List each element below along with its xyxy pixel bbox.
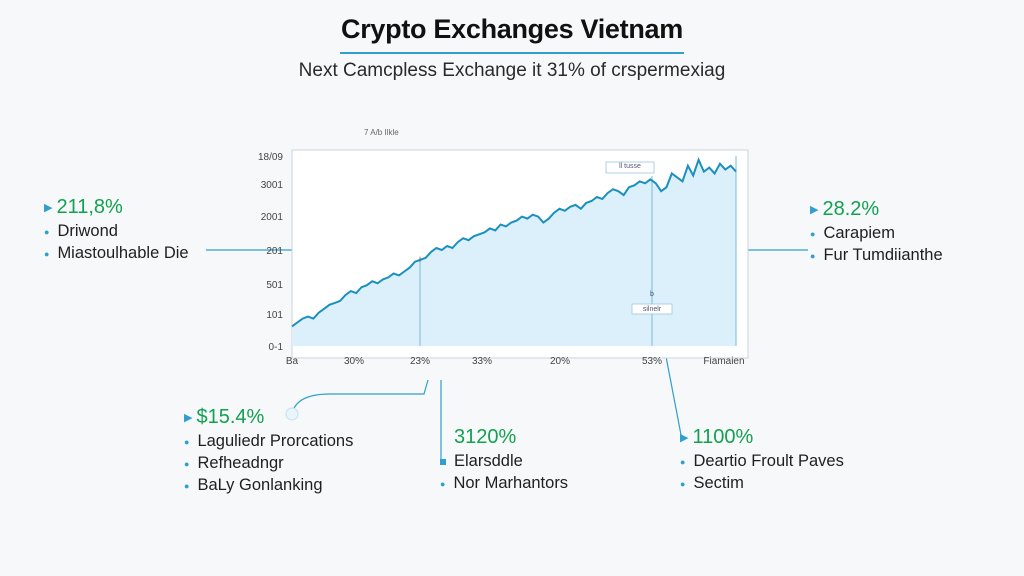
callout-right-top: ▶ 28.2% ● Carapiem ● Fur Tumdiianthe [810,198,943,265]
bullet-icon: ● [184,458,190,469]
y-tick-label: 0-1 [269,342,284,353]
triangle-right-icon: ▶ [184,412,193,425]
callout-bottom-right: ▶ 1100% ● Deartio Froult Paves ● Sectim [680,426,844,493]
x-tick-label: 23% [410,356,430,367]
series-line [291,157,737,328]
callout-item: Miastoulhable Die [57,244,189,262]
y-tick-label: 18/09 [258,152,283,163]
page-subtitle: Next Camcpless Exchange it 31% of crsper… [298,60,726,81]
annotation-label: ll tusse [619,163,641,170]
bullet-icon: ● [810,228,816,239]
annotation-label: l [419,257,421,264]
callout-item: Deartio Froult Paves [693,452,844,470]
callout-item: Sectim [693,474,744,492]
callout-percent: $15.4% [196,406,265,428]
callout-bottom-mid: 3120% Elarsddle ● Nor Marhantors [440,426,568,493]
callout-percent: 3120% [454,426,517,448]
triangle-right-icon: ▶ [680,432,689,445]
annotation-label: b [650,291,654,298]
series-area [292,159,736,346]
connector-node [285,407,299,421]
y-tick-label: 2001 [261,212,284,223]
callout-item: Laguliedr Prorcations [197,432,354,450]
callout-item: BaLy Gonlanking [197,476,323,494]
callout-item: Driwond [57,222,118,240]
chart-annotations: ll tusse l b silnelr [419,161,673,315]
x-tick-label: Ba [286,356,299,367]
chart-caption: 7 A/b Ilkle [364,128,399,137]
callout-percent: 1100% [692,426,754,448]
bullet-icon: ● [44,248,50,259]
y-tick-label: 3001 [261,180,284,191]
triangle-right-icon: ▶ [44,202,53,215]
bullet-icon: ● [810,250,816,261]
callout-item: Fur Tumdiianthe [823,246,943,264]
callout-item: Elarsddle [454,452,523,470]
connector-line [663,345,683,441]
callout-percent: 211,8% [56,196,123,218]
callout-percent: 28.2% [822,198,880,220]
bullet-icon: ● [184,436,190,447]
annotation-label: silnelr [643,306,662,313]
annotation-lines [419,156,737,346]
square-bullet-icon [440,458,446,465]
callout-item: Refheadngr [197,454,284,472]
annotation-box [631,303,673,315]
callout-bottom-left: ▶ $15.4% ● Laguliedr Prorcations ● Refheadn… [184,406,353,495]
callout-item: Nor Marhantors [453,474,569,492]
y-tick-label: 201 [266,246,283,257]
x-axis-ticks: Ba 30% 23% 33% 20% 53% Fiamaien [286,356,745,367]
annotation-box [605,161,655,174]
page-title: Crypto Exchanges Vietnam [341,14,683,44]
bullet-icon: ● [680,478,686,489]
triangle-right-icon: ▶ [810,204,819,217]
bullet-icon: ● [440,478,446,489]
x-tick-label: 33% [472,356,492,367]
title-underline [340,52,684,54]
callout-left-top: ▶ 211,8% ● Driwond ● Miastoulhable Die [44,196,189,263]
y-tick-label: 101 [266,310,283,321]
x-tick-label: 20% [550,356,570,367]
y-tick-label: 501 [266,280,283,291]
x-tick-label: 53% [642,356,662,367]
connector-lines [206,249,808,460]
callout-item: Carapiem [823,224,895,242]
bullet-icon: ● [184,480,190,491]
x-tick-label: Fiamaien [703,356,744,367]
x-tick-label: 30% [344,356,364,367]
bullet-icon: ● [680,456,686,467]
y-axis-ticks: 18/09 3001 2001 201 501 101 0-1 [258,152,283,353]
bullet-icon: ● [44,226,50,237]
